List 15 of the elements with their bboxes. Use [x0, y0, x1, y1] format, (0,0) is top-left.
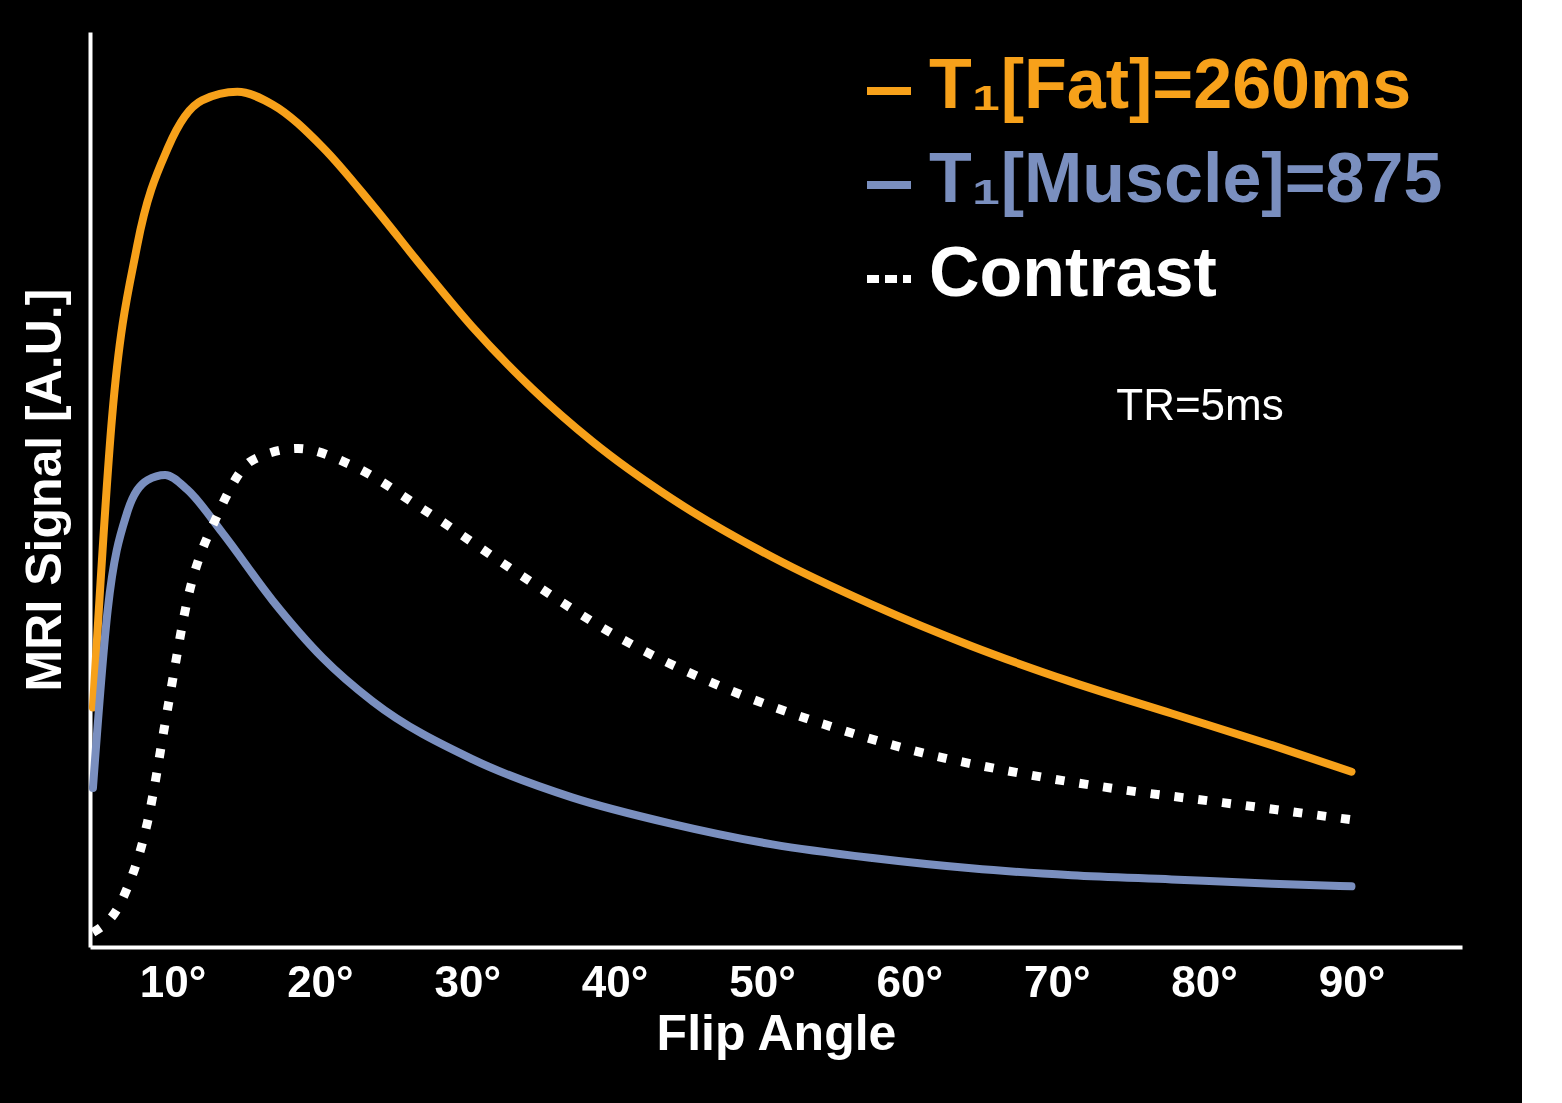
x-tick-label: 80° [1171, 956, 1238, 1006]
x-tick-label: 50° [729, 956, 796, 1006]
legend-label: T₁[Muscle]=875 [929, 139, 1443, 217]
legend-label: Contrast [929, 233, 1217, 311]
x-tick-label: 60° [876, 956, 944, 1006]
x-tick-label: 30° [434, 956, 502, 1006]
y-axis-title: MRI Signal [A.U.] [15, 288, 72, 692]
annotation: TR=5ms [1116, 380, 1284, 429]
x-tick-label: 20° [287, 956, 354, 1006]
x-tick-label: 40° [581, 956, 649, 1006]
x-tick-label: 10° [139, 956, 207, 1006]
x-axis-title: Flip Angle [656, 1004, 897, 1061]
legend-label: T₁[Fat]=260ms [929, 45, 1412, 123]
x-tick-label: 70° [1023, 956, 1091, 1006]
x-tick-label: 90° [1318, 956, 1386, 1006]
